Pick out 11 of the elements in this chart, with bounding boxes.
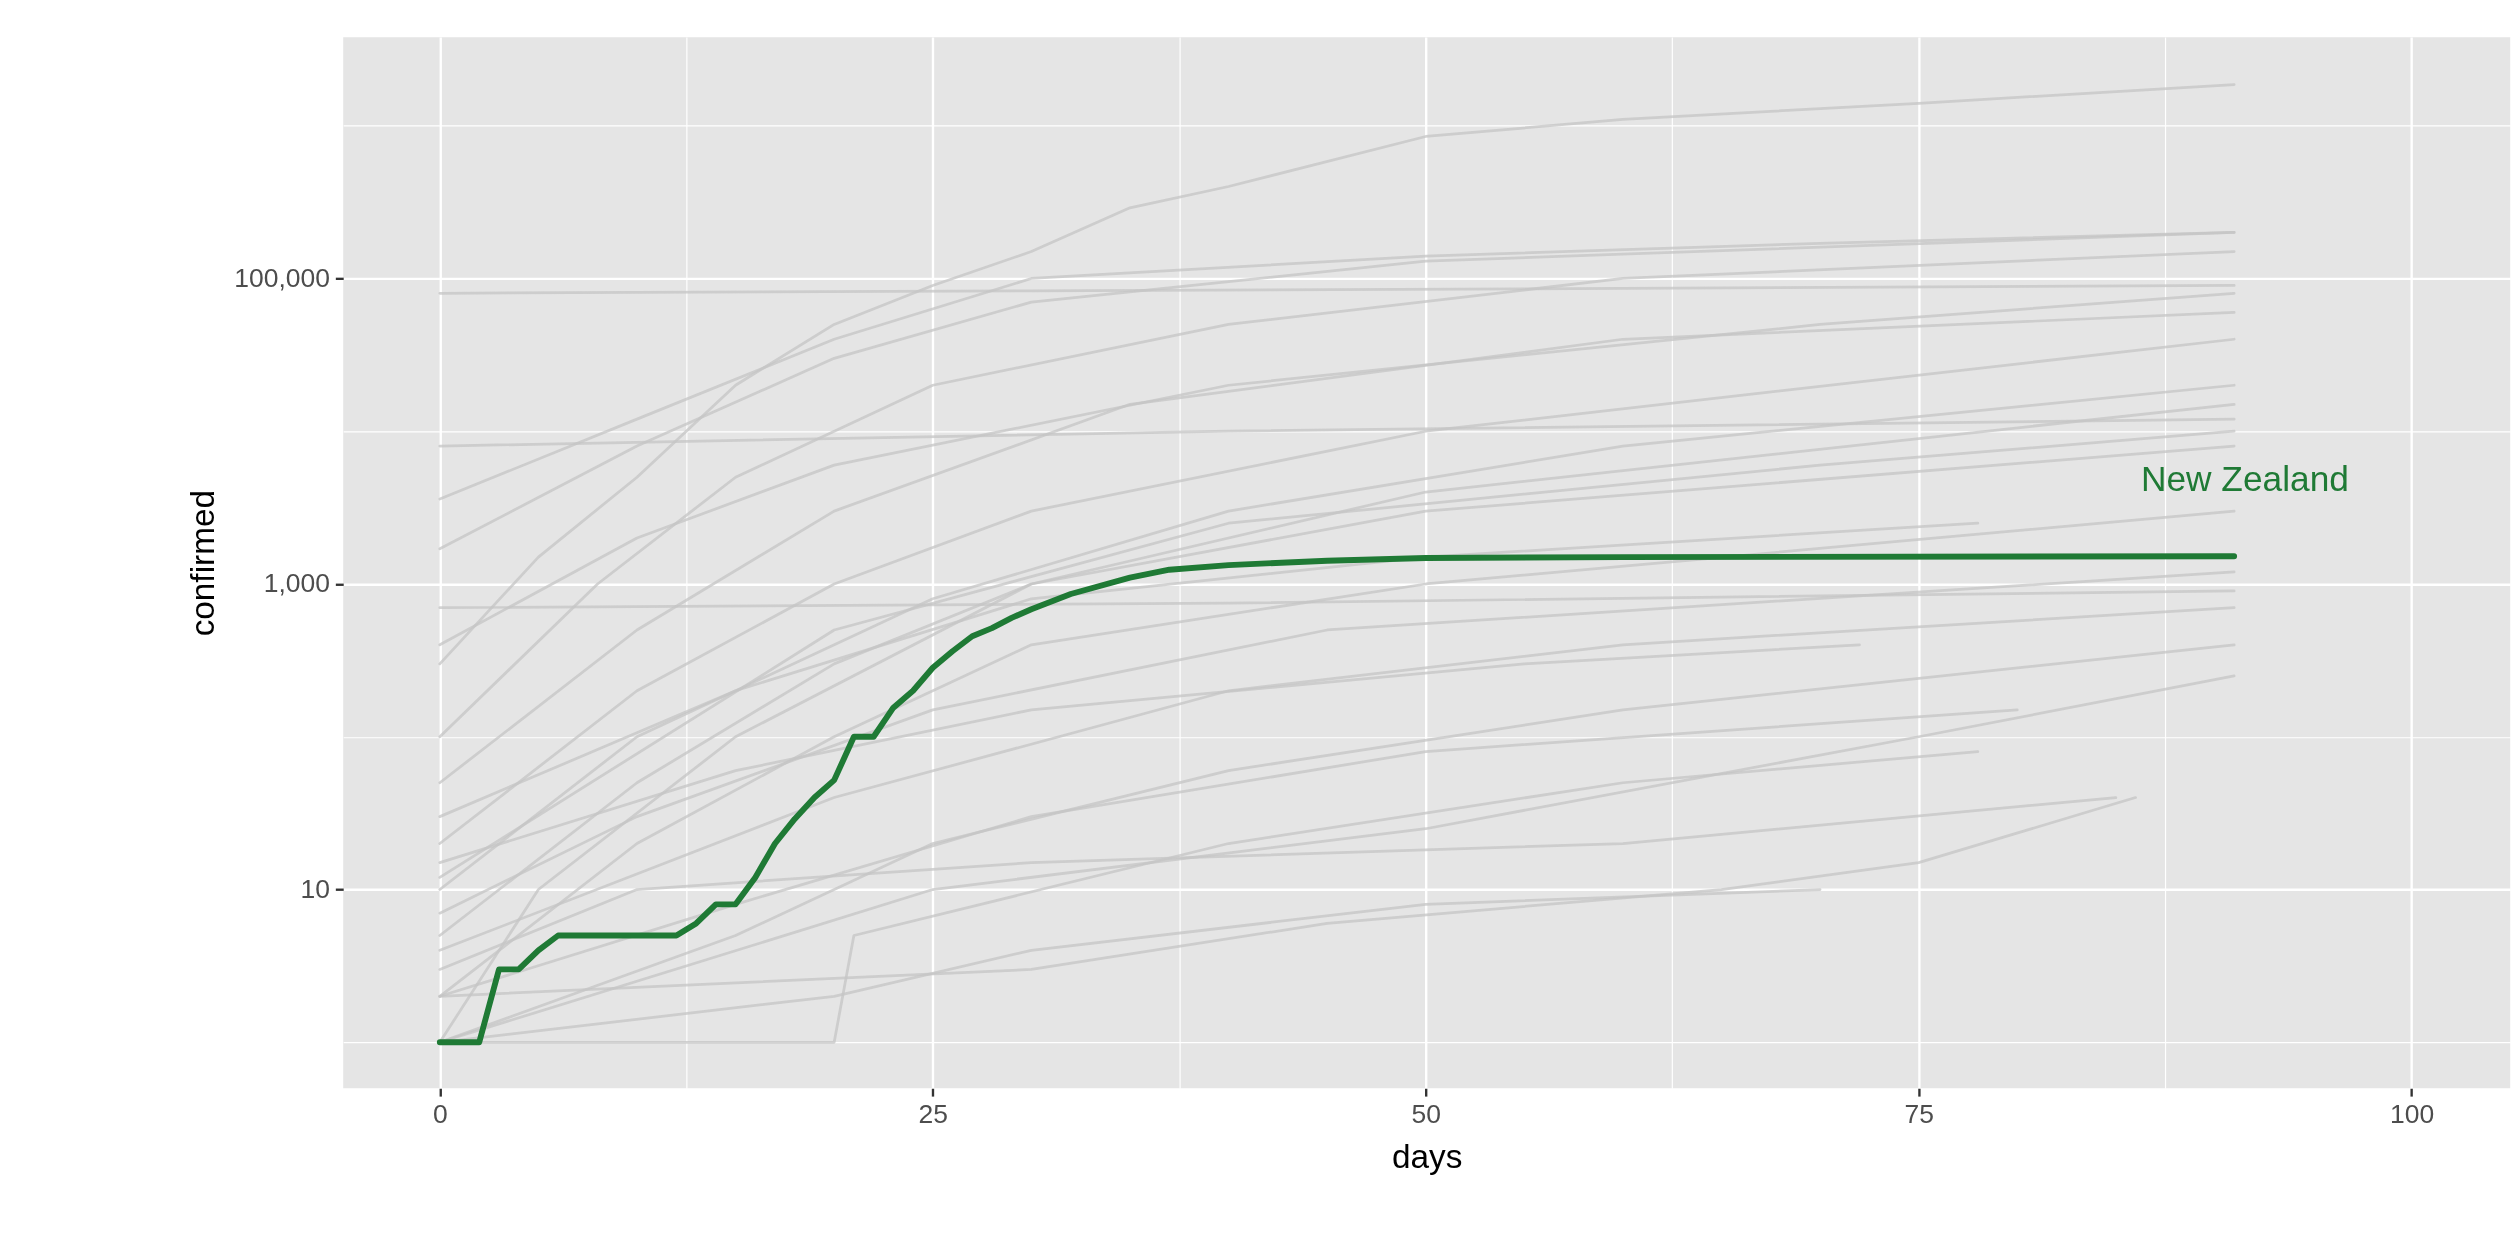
y-axis-title: confirmed xyxy=(183,490,221,637)
y-tick-label: 100,000 xyxy=(234,262,330,293)
x-tick-label: 100 xyxy=(2390,1099,2435,1130)
x-tick-label: 50 xyxy=(1411,1099,1441,1130)
x-axis-title: days xyxy=(1391,1138,1463,1176)
y-tick-label: 1,000 xyxy=(263,568,330,599)
x-tick-label: 25 xyxy=(918,1099,948,1130)
series-label: New Zealand xyxy=(2140,458,2349,498)
x-tick-label: 0 xyxy=(432,1099,448,1130)
y-tick-label: 10 xyxy=(300,873,330,904)
x-tick-label: 75 xyxy=(1904,1099,1934,1130)
